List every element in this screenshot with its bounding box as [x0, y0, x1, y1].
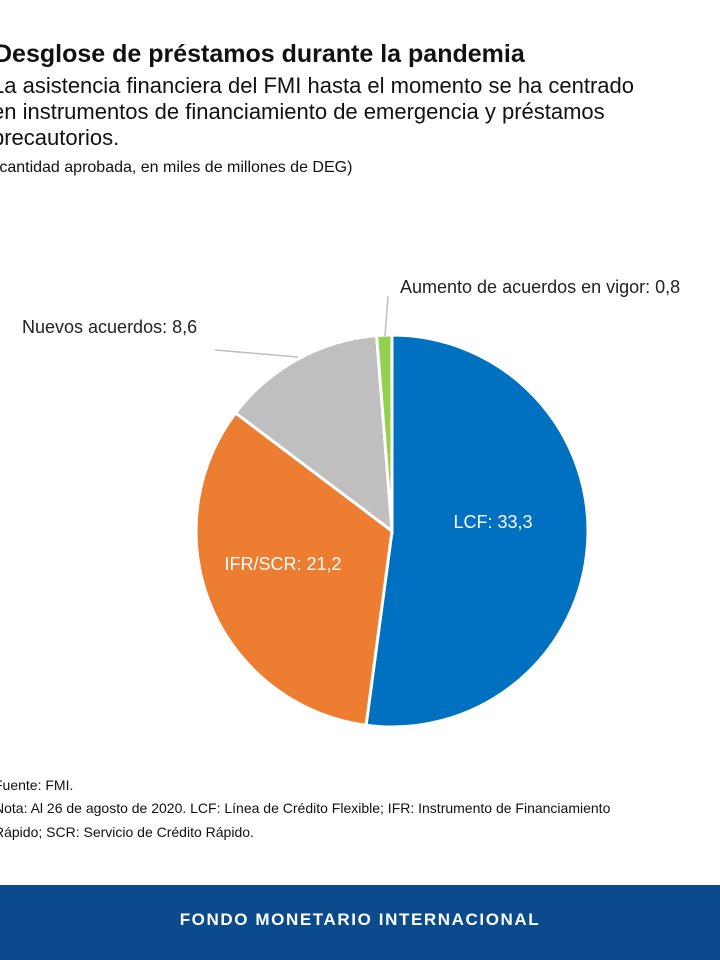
subtitle-line: en instrumentos de financiamiento de eme… — [0, 99, 605, 124]
footer-bar — [0, 885, 720, 960]
subtitle-line: La asistencia financiera del FMI hasta e… — [0, 73, 634, 98]
leader-line — [214, 349, 299, 358]
pie-slice — [364, 333, 590, 729]
slice-label: Nuevos acuerdos: 8,6 — [22, 317, 197, 337]
subtitle-line: precautorios. — [0, 125, 119, 150]
source: Fuente: FMI. — [0, 777, 73, 793]
units: (cantidad aprobada, en miles de millones… — [0, 159, 352, 176]
pie-slice — [374, 333, 394, 532]
footer-brand: FONDO MONETARIO INTERNACIONAL — [180, 910, 541, 929]
slice-label: IFR/SCR: 21,2 — [224, 554, 341, 574]
pie-slice — [233, 333, 394, 535]
leader-line — [384, 295, 389, 337]
slice-label: LCF: 33,3 — [453, 512, 532, 532]
note-line: Rápido; SCR: Servicio de Crédito Rápido. — [0, 824, 254, 840]
note-line: Nota: Al 26 de agosto de 2020. LCF: Líne… — [0, 800, 611, 816]
slice-label: Aumento de acuerdos en vigor: 0,8 — [400, 277, 680, 297]
pie-slice — [194, 410, 394, 727]
chart-title: Desglose de préstamos durante la pandemi… — [0, 40, 526, 68]
